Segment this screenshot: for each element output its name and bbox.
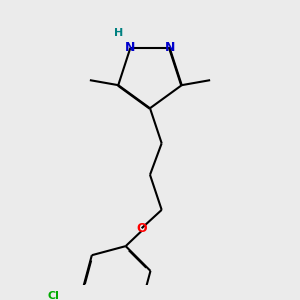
Text: Cl: Cl	[48, 290, 59, 300]
Text: H: H	[114, 28, 123, 38]
Text: N: N	[164, 41, 175, 54]
Text: N: N	[125, 41, 136, 54]
Text: O: O	[136, 222, 147, 235]
